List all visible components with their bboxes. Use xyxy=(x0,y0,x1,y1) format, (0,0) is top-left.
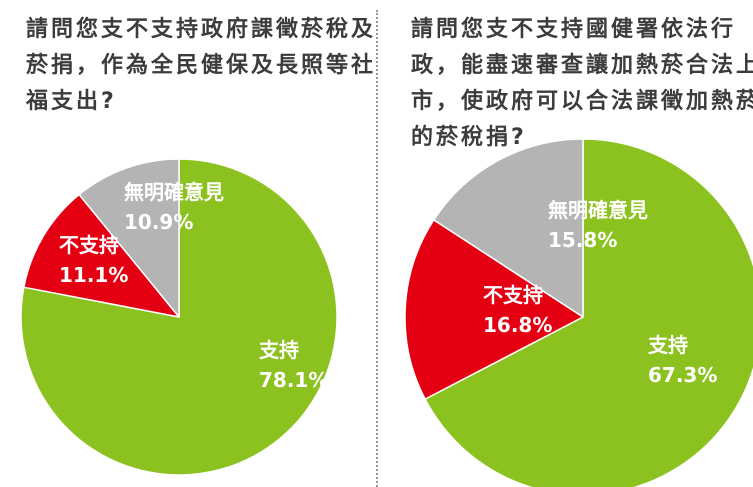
chart-title: 請問您支不支持國健署依法行政，能盡速審查讓加熱菸合法上市，使政府可以合法課徵加熱… xyxy=(411,17,753,150)
slice-label: 無明確意見 xyxy=(548,198,648,222)
slice-no-opinion xyxy=(433,138,584,318)
slice-percentage: 15.8% xyxy=(548,228,617,252)
slice-label: 支持 xyxy=(259,338,299,362)
slice-percentage: 78.1% xyxy=(259,368,328,392)
slice-label: 不支持 xyxy=(483,283,543,307)
slice-percentage: 16.8% xyxy=(483,313,552,337)
slice-percentage: 11.1% xyxy=(59,263,128,287)
poll-panel-heated-tobacco: 請問您支不支持國健署依法行政，能盡速審查讓加熱菸合法上市，使政府可以合法課徵加熱… xyxy=(377,0,753,487)
slice-no-opinion xyxy=(78,158,180,318)
slice-oppose xyxy=(404,219,584,400)
slice-label: 不支持 xyxy=(59,233,119,257)
chart-title: 請問您支不支持政府課徵菸稅及菸捐，作為全民健保及長照等社福支出? xyxy=(26,17,377,114)
poll-panel-tax: 請問您支不支持政府課徵菸稅及菸捐，作為全民健保及長照等社福支出? 支持 78.1%… xyxy=(0,0,376,487)
slice-support xyxy=(20,158,338,476)
pie-chart: 支持 78.1% 不支持 11.1% 無明確意見 10.9% xyxy=(20,158,338,476)
slice-label: 無明確意見 xyxy=(124,180,224,204)
panel-divider xyxy=(376,10,378,487)
slice-support xyxy=(424,138,753,487)
slice-percentage: 10.9% xyxy=(124,210,193,234)
slice-label: 支持 xyxy=(648,333,688,357)
pie-chart: 支持 67.3% 不支持 16.8% 無明確意見 15.8% xyxy=(404,138,753,487)
slice-percentage: 67.3% xyxy=(648,363,717,387)
slice-oppose xyxy=(23,193,180,318)
